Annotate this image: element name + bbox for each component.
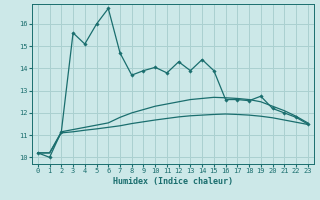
X-axis label: Humidex (Indice chaleur): Humidex (Indice chaleur) [113, 177, 233, 186]
